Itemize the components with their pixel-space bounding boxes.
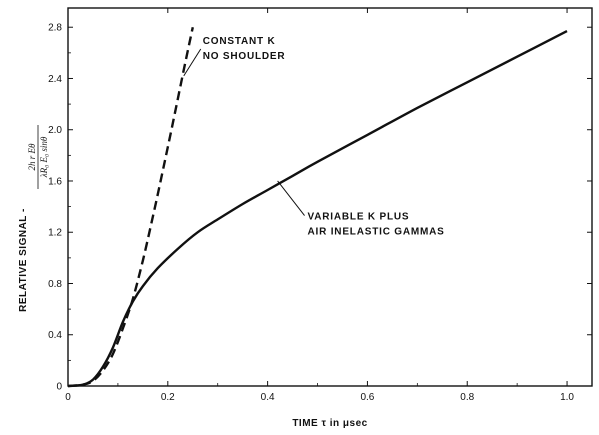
y-axis-formula-denominator: λR₀ E₀ sinθ bbox=[39, 136, 49, 178]
x-tick-label: 0.2 bbox=[161, 392, 175, 403]
annotations: CONSTANT K NO SHOULDER VARIABLE K PLUS AIR … bbox=[183, 36, 445, 237]
y-tick-label: 2.8 bbox=[48, 23, 62, 34]
annotation-leader bbox=[277, 180, 305, 216]
annotation-leader bbox=[183, 48, 202, 77]
y-tick-label: 0.8 bbox=[48, 279, 62, 290]
y-tick-label: 1.2 bbox=[48, 228, 62, 239]
y-axis-title: RELATIVE SIGNAL - 2h r Eθ λR₀ E₀ sinθ bbox=[18, 125, 49, 312]
y-axis-title-text: RELATIVE SIGNAL - bbox=[18, 208, 29, 312]
series-line-variable-k bbox=[67, 30, 568, 388]
plot-frame bbox=[67, 7, 593, 387]
series-line-constant-k bbox=[67, 26, 194, 388]
y-axis-formula-numerator: 2h r Eθ bbox=[27, 143, 37, 171]
y-tick-label: 1.6 bbox=[48, 176, 62, 187]
plot-border bbox=[67, 7, 593, 387]
y-tick-label: 2.4 bbox=[48, 74, 62, 85]
annotation-text: AIR INELASTIC GAMMAS bbox=[308, 226, 445, 237]
y-tick-label: 2.0 bbox=[48, 125, 62, 136]
annotation-text: CONSTANT K bbox=[203, 36, 276, 47]
x-tick-label: 0.8 bbox=[460, 392, 474, 403]
y-tick-label: 0.4 bbox=[48, 330, 62, 341]
axis-ticks: 0 0.2 0.4 0.6 0.8 1.0 0 0.4 0.8 1.2 1.6 2.0 2.4 2.8 bbox=[48, 8, 592, 403]
x-tick-label: 0 bbox=[65, 392, 71, 403]
annotation-text: NO SHOULDER bbox=[203, 51, 286, 62]
x-tick-label: 1.0 bbox=[560, 392, 574, 403]
y-tick-label: 0 bbox=[56, 382, 62, 393]
x-tick-label: 0.4 bbox=[261, 392, 275, 403]
series-lines bbox=[67, 26, 568, 388]
x-axis-title: TIME τ in μsec bbox=[292, 418, 367, 429]
annotation-text: VARIABLE K PLUS bbox=[308, 211, 410, 222]
x-tick-label: 0.6 bbox=[360, 392, 374, 403]
